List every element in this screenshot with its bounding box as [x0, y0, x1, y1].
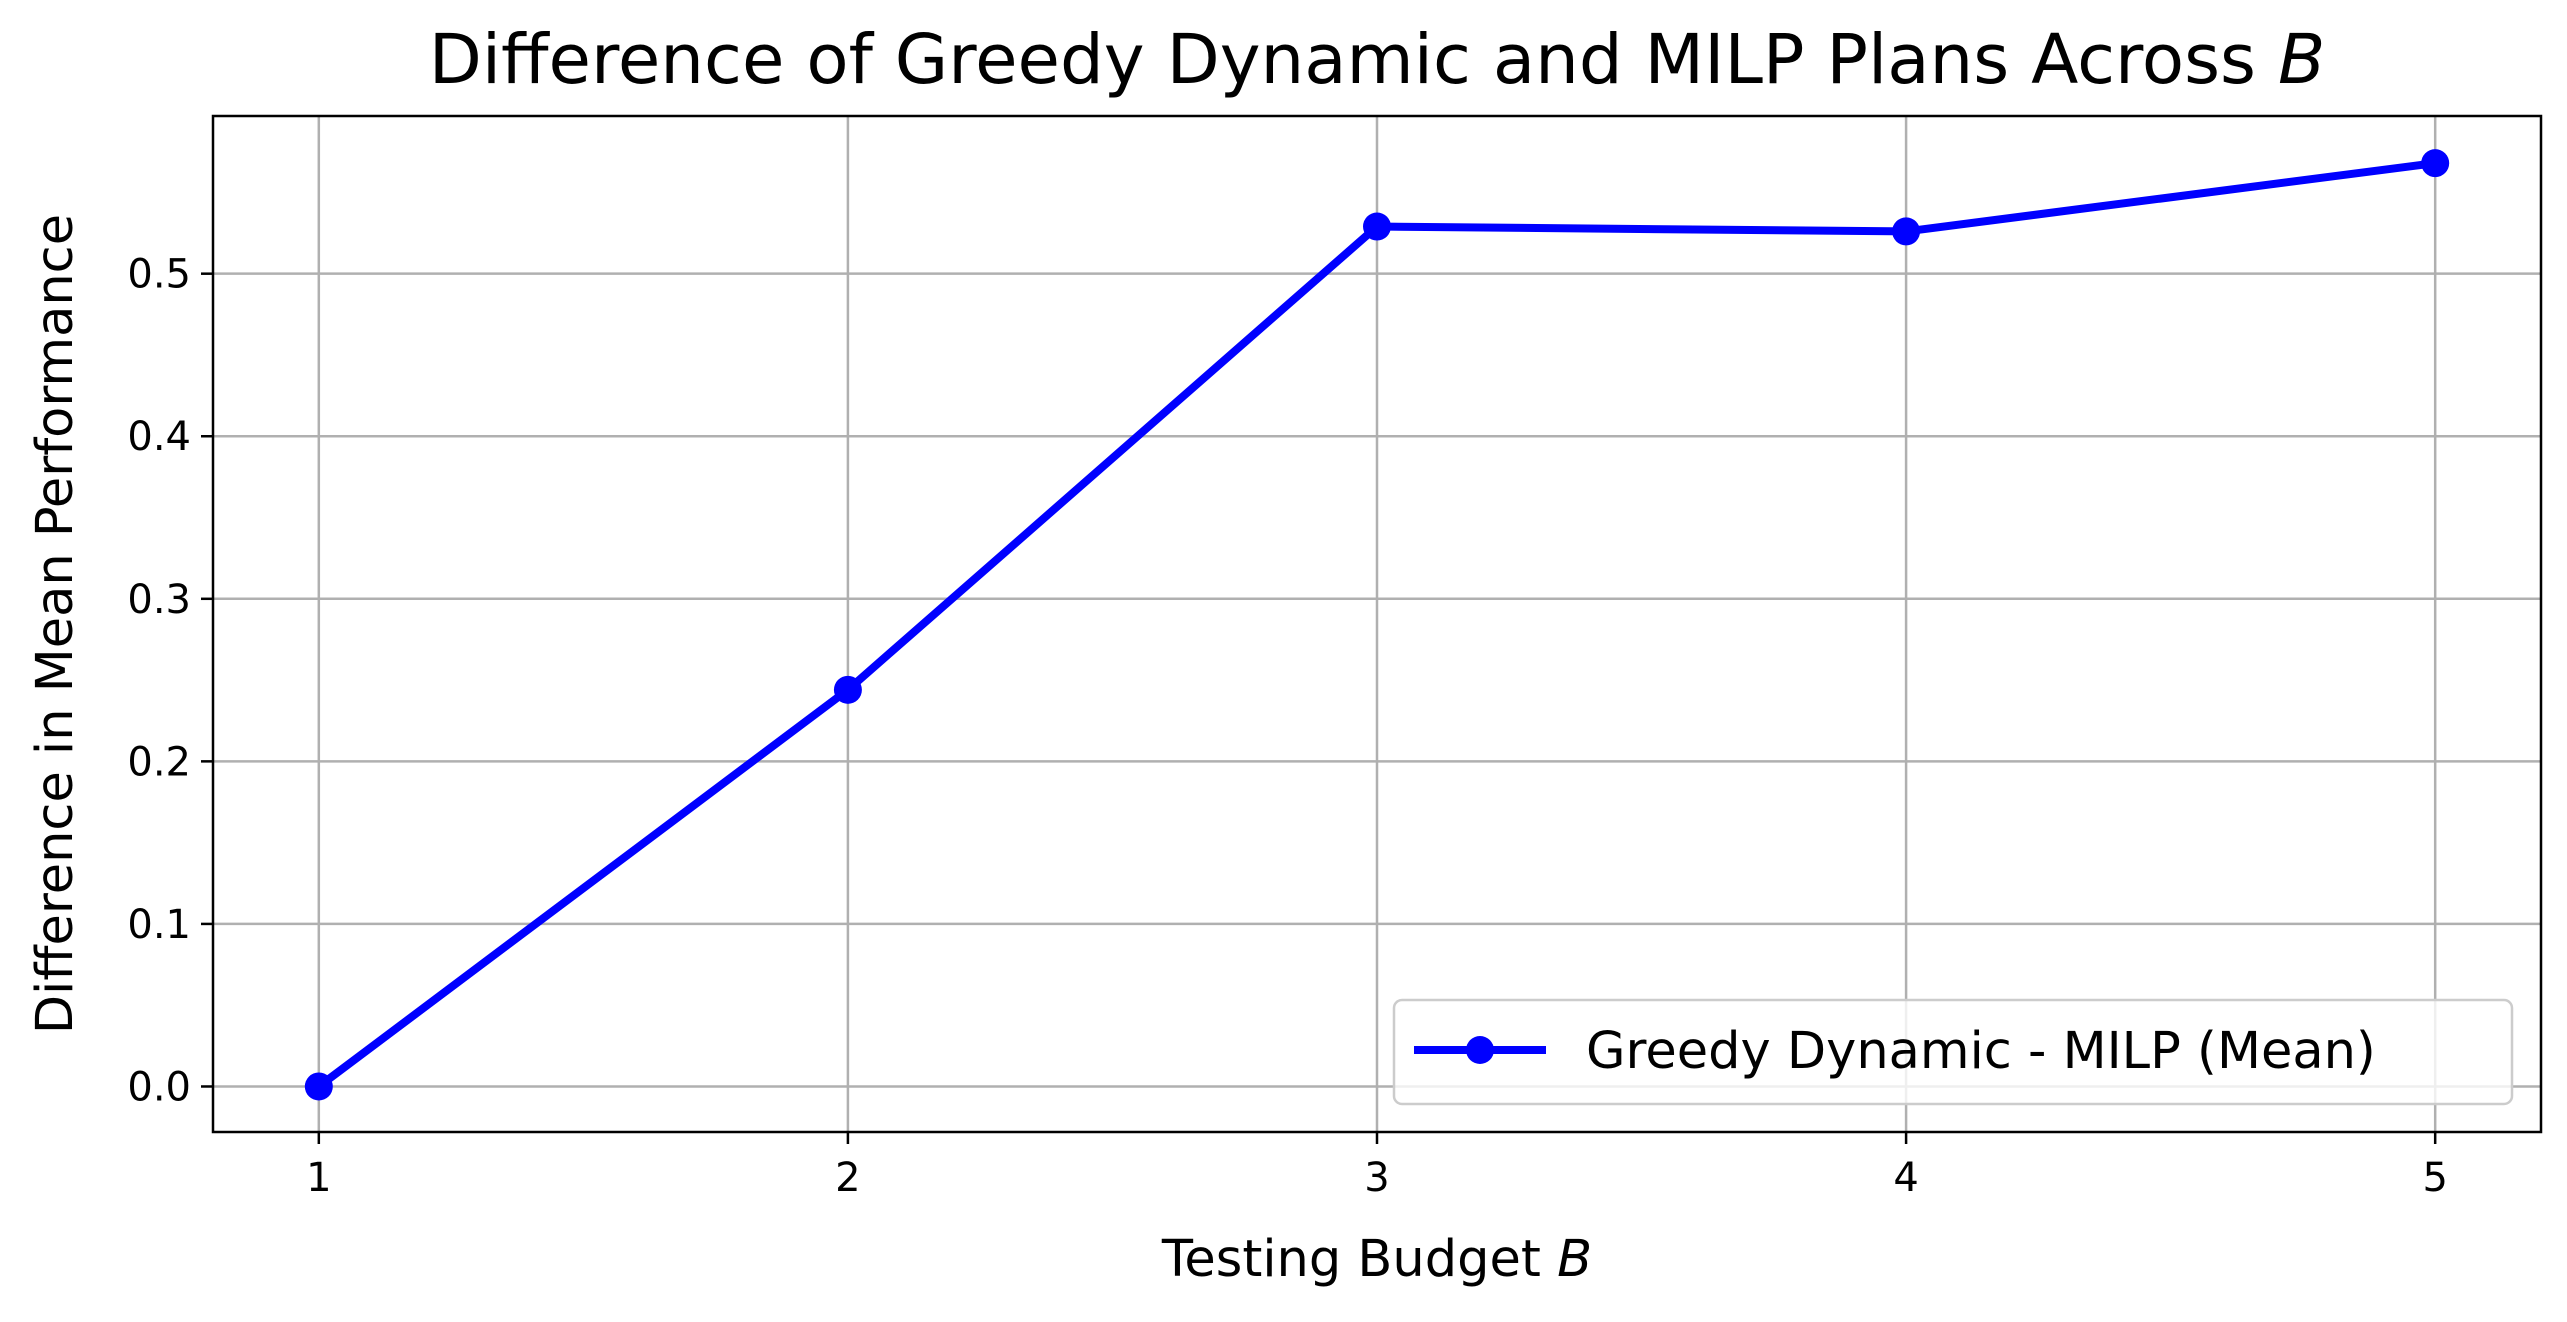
data-point-marker: [1363, 212, 1391, 241]
legend-box: [1392, 998, 2514, 1106]
x-tick-label: 4: [1893, 1155, 1918, 1201]
y-tick-label: 0.1: [127, 902, 191, 948]
chart-title-main: Difference of Greedy Dynamic and MILP Pl…: [429, 20, 2278, 100]
y-tick-label: 0.3: [127, 577, 191, 623]
plot-frame: [211, 114, 2543, 1134]
legend: Greedy Dynamic - MILP (Mean): [1392, 998, 2514, 1106]
x-tick-label: 2: [835, 1155, 860, 1201]
series-layer: [304, 149, 2450, 1101]
grid-layer: 1 2 3 4 5 0.0 0.1 0.2 0.3 0.4 0.5: [127, 116, 2541, 1201]
data-point-marker: [1892, 217, 1921, 246]
x-tick-label: 1: [306, 1155, 331, 1201]
legend-marker-swatch: [1466, 1036, 1494, 1064]
chart-title-italic: B: [2278, 20, 2325, 100]
x-tick-label: 3: [1364, 1155, 1389, 1201]
y-tick-label: 0.5: [127, 252, 191, 298]
data-point-marker: [833, 675, 862, 704]
data-point-marker: [304, 1072, 333, 1101]
chart-title: Difference of Greedy Dynamic and MILP Pl…: [429, 20, 2326, 100]
data-point-marker: [2421, 149, 2450, 178]
y-tick-label: 0.0: [127, 1064, 191, 1110]
y-axis-label: Difference in Mean Performance: [26, 214, 85, 1034]
y-tick-label: 0.2: [127, 739, 191, 785]
x-axis-label-italic: B: [1557, 1230, 1592, 1289]
x-axis-label-main: Testing Budget: [1161, 1230, 1557, 1289]
legend-entry-label: Greedy Dynamic - MILP (Mean): [1586, 1022, 2376, 1081]
x-axis-label: Testing Budget B: [1161, 1230, 1592, 1289]
y-tick-label: 0.4: [127, 414, 191, 460]
x-tick-label: 5: [2422, 1155, 2447, 1201]
